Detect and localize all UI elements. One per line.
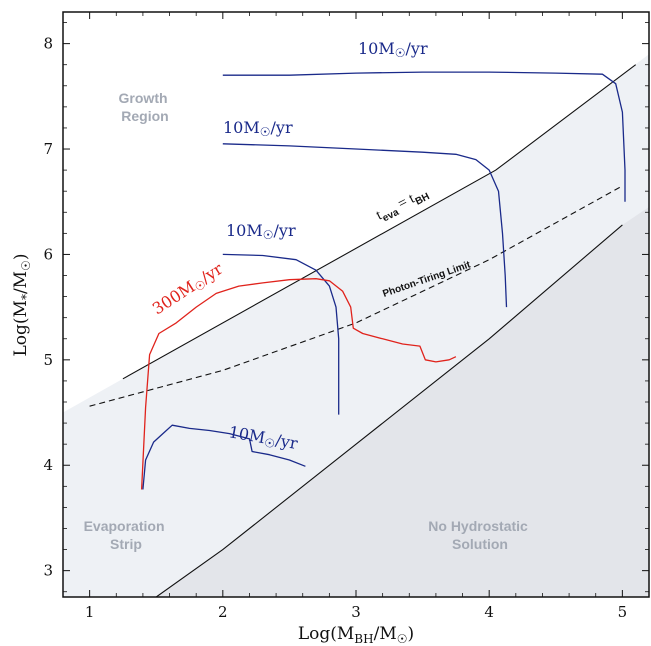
y-tick-label: 5 — [43, 351, 53, 369]
x-tick-label: 2 — [218, 603, 228, 621]
x-tick-label: 4 — [484, 603, 494, 621]
series-label-3: 10M☉/yr — [226, 221, 296, 242]
series-label-4: 300M☉/yr — [149, 259, 228, 320]
x-tick-label: 5 — [618, 603, 628, 621]
y-axis-label: Log(M*/M☉) — [11, 254, 33, 357]
y-tick-label: 7 — [43, 140, 53, 158]
x-axis-label: Log(MBH/M☉) — [298, 624, 414, 646]
y-tick-label: 6 — [43, 245, 53, 263]
y-tick-label: 4 — [43, 456, 53, 474]
x-tick-label: 3 — [351, 603, 361, 621]
series-label-2: 10M☉/yr — [223, 118, 293, 139]
y-tick-label: 8 — [43, 35, 53, 53]
growth-region-label: Growth Region — [119, 90, 172, 124]
x-tick-label: 1 — [85, 603, 95, 621]
y-tick-label: 3 — [43, 562, 53, 580]
series-label-1: 10M☉/yr — [358, 39, 428, 60]
